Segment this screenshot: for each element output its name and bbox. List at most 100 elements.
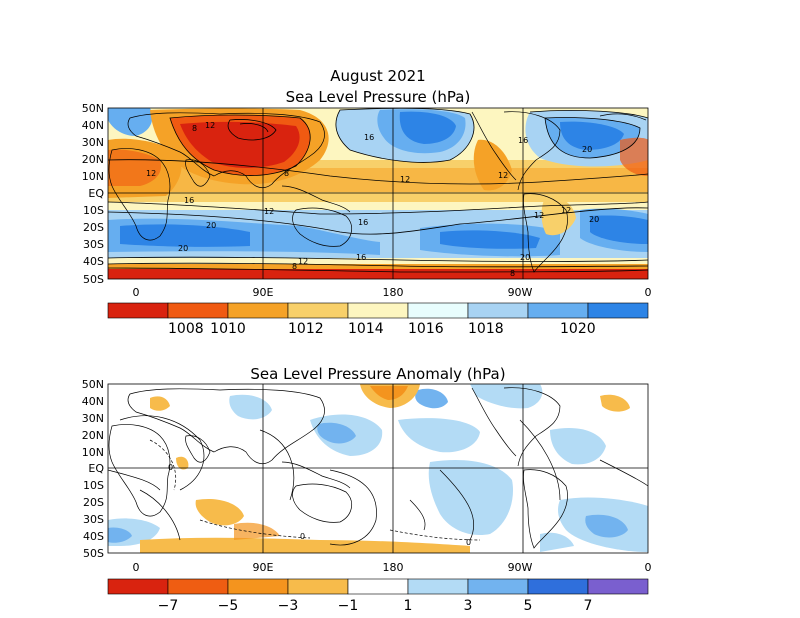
lat-tick-label: 30N — [82, 136, 104, 149]
colorbar-label: 7 — [584, 598, 593, 614]
anomaly-gridlines — [107, 383, 649, 554]
colorbar-label: −1 — [338, 598, 359, 614]
colorbar-swatch — [347, 578, 409, 595]
colorbar-swatch — [167, 302, 229, 319]
slp-contour-label: 16 — [518, 136, 528, 145]
slp-contour-label: 16 — [356, 253, 366, 262]
slp-lon-axis: 0 90E 180 90W 0 — [133, 286, 652, 299]
anomaly-map — [108, 384, 648, 553]
slp-lat-axis: 50N 40N 30N 20N 10N EQ 10S 20S 30S 40S 5… — [82, 102, 105, 286]
colorbar-swatch — [167, 578, 229, 595]
lon-tick-label: 0 — [645, 561, 652, 574]
lat-tick-label: 20S — [83, 221, 104, 234]
colorbar-swatch — [287, 302, 349, 319]
colorbar-swatch — [587, 578, 649, 595]
colorbar-label: −3 — [278, 598, 299, 614]
slp-title-line1: August 2021 — [330, 67, 425, 85]
anomaly-title: Sea Level Pressure Anomaly (hPa) — [250, 365, 505, 383]
colorbar-swatch — [467, 302, 529, 319]
slp-contour-label: 12 — [498, 171, 508, 180]
lat-tick-label: 40N — [82, 395, 104, 408]
colorbar-label: 3 — [464, 598, 473, 614]
anomaly-lon-axis: 0 90E 180 90W 0 — [133, 561, 652, 574]
lon-tick-label: 90W — [508, 286, 533, 299]
lon-tick-label: 90E — [253, 561, 274, 574]
slp-contour-label: 12 — [561, 206, 571, 215]
colorbar-swatch — [107, 578, 169, 595]
slp-map — [108, 108, 648, 279]
lat-tick-label: 50S — [83, 273, 104, 286]
lon-tick-label: 180 — [383, 286, 404, 299]
lat-tick-label: 10N — [82, 170, 104, 183]
lat-tick-label: 40S — [83, 530, 104, 543]
anomaly-contour-label: 0 — [466, 538, 471, 547]
colorbar-swatch — [347, 302, 409, 319]
anomaly-contour-label: 0 — [300, 532, 305, 541]
colorbar-swatch — [107, 302, 169, 319]
colorbar-label: 5 — [524, 598, 533, 614]
slp-contour-labels: 12 12 8 16 12 12 8 16 12 16 20 12 20 20 … — [146, 121, 599, 278]
lat-tick-label: 20N — [82, 153, 104, 166]
anomaly-colorbar — [107, 578, 649, 595]
colorbar-label: 1016 — [408, 321, 444, 337]
slp-colorbar — [107, 302, 649, 319]
lon-tick-label: 0 — [133, 561, 140, 574]
colorbar-label: 1010 — [210, 321, 246, 337]
slp-contour-label: 8 — [192, 124, 197, 133]
slp-contour-label: 16 — [358, 218, 368, 227]
slp-contour-label: 8 — [510, 269, 515, 278]
anomaly-contour-labels: 0 0 0 — [168, 463, 471, 547]
lon-tick-label: 90E — [253, 286, 274, 299]
colorbar-label: 1020 — [560, 321, 596, 337]
anomaly-contour-label: 0 — [168, 463, 173, 472]
colorbar-swatch — [227, 302, 289, 319]
slp-contour-label: 12 — [400, 175, 410, 184]
colorbar-label: 1018 — [468, 321, 504, 337]
lat-tick-label: EQ — [88, 462, 104, 475]
slp-contour-label: 8 — [284, 169, 289, 178]
colorbar-label: 1 — [404, 598, 413, 614]
lat-tick-label: 50N — [82, 378, 104, 391]
slp-contour-label: 12 — [146, 169, 156, 178]
anomaly-colorbar-labels: −7 −5 −3 −1 1 3 5 7 — [158, 598, 593, 614]
colorbar-swatch — [407, 302, 469, 319]
lat-tick-label: 50S — [83, 547, 104, 560]
anomaly-lat-axis: 50N 40N 30N 20N 10N EQ 10S 20S 30S 40S 5… — [82, 378, 105, 560]
lon-tick-label: 180 — [383, 561, 404, 574]
lat-tick-label: 40S — [83, 255, 104, 268]
colorbar-label: 1014 — [348, 321, 384, 337]
colorbar-label: −7 — [158, 598, 179, 614]
slp-contour-label: 12 — [205, 121, 215, 130]
slp-contour-label: 12 — [298, 257, 308, 266]
lat-tick-label: 20N — [82, 429, 104, 442]
slp-gridlines — [107, 107, 649, 280]
slp-contour-label: 12 — [534, 211, 544, 220]
slp-contour-label: 20 — [206, 221, 216, 230]
colorbar-swatch — [527, 578, 589, 595]
lat-tick-label: 30S — [83, 513, 104, 526]
colorbar-label: 1012 — [288, 321, 324, 337]
lat-tick-label: EQ — [88, 187, 104, 200]
colorbar-swatch — [467, 578, 529, 595]
colorbar-swatch — [527, 302, 589, 319]
lat-tick-label: 40N — [82, 119, 104, 132]
slp-contour-label: 16 — [364, 133, 374, 142]
lat-tick-label: 30N — [82, 412, 104, 425]
slp-colorbar-labels: 1008 1010 1012 1014 1016 1018 1020 — [168, 321, 596, 337]
lat-tick-label: 50N — [82, 102, 104, 115]
lat-tick-label: 20S — [83, 496, 104, 509]
slp-title-line2: Sea Level Pressure (hPa) — [286, 88, 471, 106]
slp-contour-label: 12 — [264, 207, 274, 216]
lat-tick-label: 10S — [83, 204, 104, 217]
lon-tick-label: 90W — [508, 561, 533, 574]
colorbar-swatch — [287, 578, 349, 595]
lat-tick-label: 30S — [83, 238, 104, 251]
colorbar-swatch — [407, 578, 469, 595]
lat-tick-label: 10S — [83, 479, 104, 492]
colorbar-label: −5 — [218, 598, 239, 614]
colorbar-swatch — [227, 578, 289, 595]
slp-contour-label: 20 — [589, 215, 599, 224]
slp-contour-label: 20 — [178, 244, 188, 253]
colorbar-swatch — [587, 302, 649, 319]
